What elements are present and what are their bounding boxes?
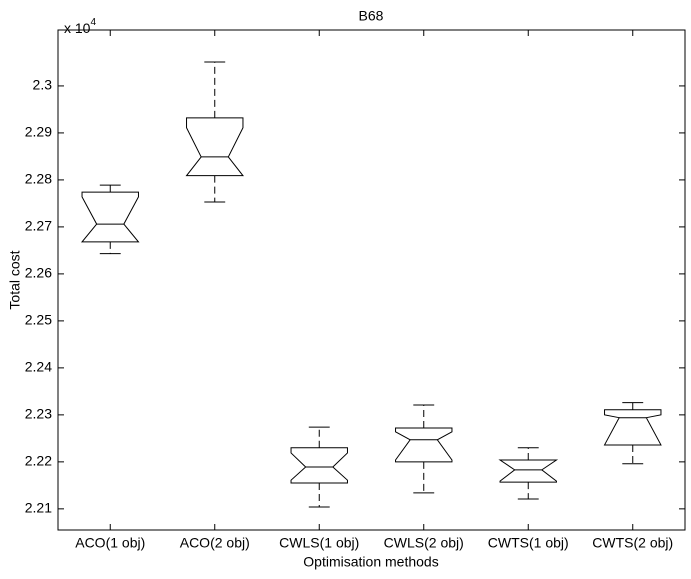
x-tick-label: ACO(1 obj) [75,535,145,551]
y-tick-label: 2.22 [25,453,52,469]
plot-frame [57,29,686,531]
y-tick-label: 2.29 [25,124,52,140]
chart-title: B68 [359,8,384,24]
box [290,447,348,484]
multiplier-exponent: 4 [90,17,96,28]
box [498,459,559,483]
y-multiplier: x 104 [64,17,96,36]
box [185,117,244,177]
y-tick-label: 2.24 [25,359,52,375]
y-tick-label: 2.27 [25,218,52,234]
box [395,427,453,463]
y-tick-label: 2.3 [33,77,53,93]
y-tick-label: 2.28 [25,171,52,187]
box [80,191,140,243]
y-tick-label: 2.23 [25,406,52,422]
x-tick-label: CWTS(2 obj) [592,535,673,551]
x-tick-label: CWLS(2 obj) [384,535,464,551]
y-tick-label: 2.26 [25,265,52,281]
y-tick-label: 2.25 [25,312,52,328]
x-tick-label: ACO(2 obj) [180,535,250,551]
y-tick-label: 2.21 [25,500,52,516]
x-tick-label: CWTS(1 obj) [488,535,569,551]
box [603,409,662,446]
x-axis-label: Optimisation methods [303,554,438,570]
multiplier-base: x 10 [64,20,91,36]
x-tick-label: CWLS(1 obj) [279,535,359,551]
y-axis-label: Total cost [7,250,23,309]
